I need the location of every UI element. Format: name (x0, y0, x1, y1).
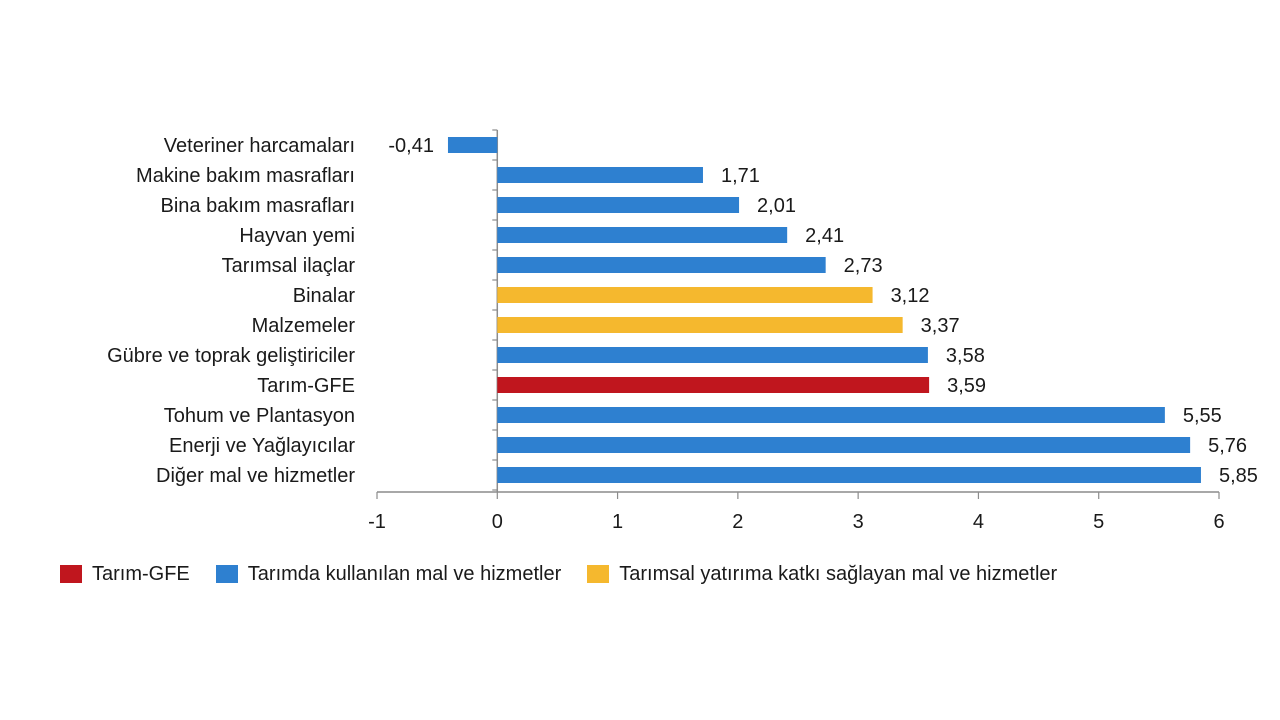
x-tick-label: 6 (1213, 511, 1224, 533)
category-label: Diğer mal ve hizmetler (156, 465, 355, 487)
data-label: 1,71 (721, 165, 760, 187)
x-tick-label: 0 (492, 511, 503, 533)
x-tick-label: 3 (853, 511, 864, 533)
data-label: 5,55 (1183, 405, 1222, 427)
bar (497, 167, 703, 183)
data-label: 5,76 (1208, 435, 1247, 457)
bar (497, 467, 1201, 483)
bar (497, 377, 930, 393)
legend-swatch-index (60, 565, 82, 583)
x-axis-ticks: -1 0 1 2 3 4 5 6 (368, 492, 1225, 533)
legend-swatch-investment (587, 565, 610, 583)
category-label: Tohum ve Plantasyon (164, 405, 355, 427)
category-label: Gübre ve toprak geliştiriciler (107, 345, 355, 367)
x-tick-label: 1 (612, 511, 623, 533)
data-label: 5,85 (1219, 465, 1258, 487)
x-tick-label: -1 (368, 511, 386, 533)
legend-item-index: Tarım-GFE (60, 563, 190, 586)
x-tick-label: 4 (973, 511, 984, 533)
category-label: Tarım-GFE (257, 375, 355, 397)
legend-label-inputs: Tarımda kullanılan mal ve hizmetler (247, 562, 562, 585)
data-label: 3,12 (891, 285, 930, 307)
category-label: Enerji ve Yağlayıcılar (169, 435, 355, 457)
chart-bars (447, 137, 1201, 483)
data-label: 3,58 (946, 345, 985, 367)
category-label: Malzemeler (252, 315, 356, 337)
category-label: Makine bakım masrafları (136, 165, 355, 187)
value-labels: -0,41 1,71 2,01 2,412,73 3,12 3,37 3,58 3,59 5,5… (388, 135, 1258, 487)
x-tick-label: 2 (732, 511, 743, 533)
bar (497, 287, 873, 303)
bar (447, 137, 498, 153)
category-labels: Veteriner harcamaları Makine bakım masraf… (107, 135, 355, 487)
data-label: -0,41 (388, 135, 434, 157)
category-label: Bina bakım masrafları (160, 195, 355, 217)
x-tick-label: 5 (1093, 511, 1104, 533)
category-label: Hayvan yemi (239, 225, 355, 247)
bar (497, 407, 1165, 423)
bar (497, 197, 740, 213)
bar (497, 437, 1191, 453)
chart-axes (377, 129, 1219, 493)
bar (497, 257, 826, 273)
legend-item-investment: Tarımsal yatırıma katkı sağlayan mal ve … (587, 563, 1057, 586)
chart-legend: Tarım-GFE Tarımda kullanılan mal ve hizm… (60, 560, 1083, 588)
legend-label-index: Tarım-GFE (92, 562, 190, 585)
legend-item-inputs: Tarımda kullanılan mal ve hizmetler (215, 562, 562, 586)
data-label: 2,73 (844, 255, 883, 277)
data-label: 3,59 (947, 375, 986, 397)
data-label: 3,37 (921, 315, 960, 337)
data-label: 2,41 (805, 225, 844, 247)
category-label: Veteriner harcamaları (164, 135, 355, 157)
legend-label-investment: Tarımsal yatırıma katkı sağlayan mal ve … (619, 562, 1058, 585)
bar (497, 317, 903, 333)
legend-swatch-inputs (215, 565, 238, 583)
bar (497, 227, 788, 243)
bar (497, 347, 928, 363)
category-label: Binalar (293, 285, 356, 307)
data-label: 2,01 (757, 195, 796, 217)
category-label: Tarımsal ilaçlar (222, 255, 356, 277)
